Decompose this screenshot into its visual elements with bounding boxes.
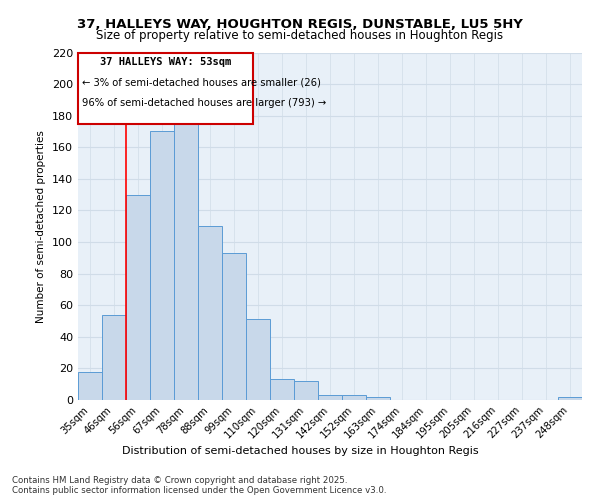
Bar (318, 396, 342, 400)
Bar (102, 314, 126, 400)
Bar (246, 320, 270, 400)
Text: 37, HALLEYS WAY, HOUGHTON REGIS, DUNSTABLE, LU5 5HY: 37, HALLEYS WAY, HOUGHTON REGIS, DUNSTAB… (77, 18, 523, 30)
FancyBboxPatch shape (78, 52, 253, 124)
Bar (366, 397, 390, 400)
Bar (558, 397, 582, 400)
Bar (126, 194, 150, 400)
Bar (198, 226, 222, 400)
Text: 37 HALLEYS WAY: 53sqm: 37 HALLEYS WAY: 53sqm (100, 57, 231, 67)
Bar (294, 381, 318, 400)
Bar (174, 114, 198, 400)
Y-axis label: Number of semi-detached properties: Number of semi-detached properties (37, 130, 46, 322)
Text: ← 3% of semi-detached houses are smaller (26): ← 3% of semi-detached houses are smaller… (82, 78, 320, 88)
Text: Contains HM Land Registry data © Crown copyright and database right 2025.: Contains HM Land Registry data © Crown c… (12, 476, 347, 485)
Bar (342, 396, 366, 400)
Bar (222, 253, 246, 400)
Text: Contains public sector information licensed under the Open Government Licence v3: Contains public sector information licen… (12, 486, 386, 495)
Bar (78, 372, 102, 400)
Text: 96% of semi-detached houses are larger (793) →: 96% of semi-detached houses are larger (… (82, 98, 326, 108)
Text: Distribution of semi-detached houses by size in Houghton Regis: Distribution of semi-detached houses by … (122, 446, 478, 456)
Text: Size of property relative to semi-detached houses in Houghton Regis: Size of property relative to semi-detach… (97, 29, 503, 42)
Bar (270, 380, 294, 400)
Bar (150, 132, 174, 400)
